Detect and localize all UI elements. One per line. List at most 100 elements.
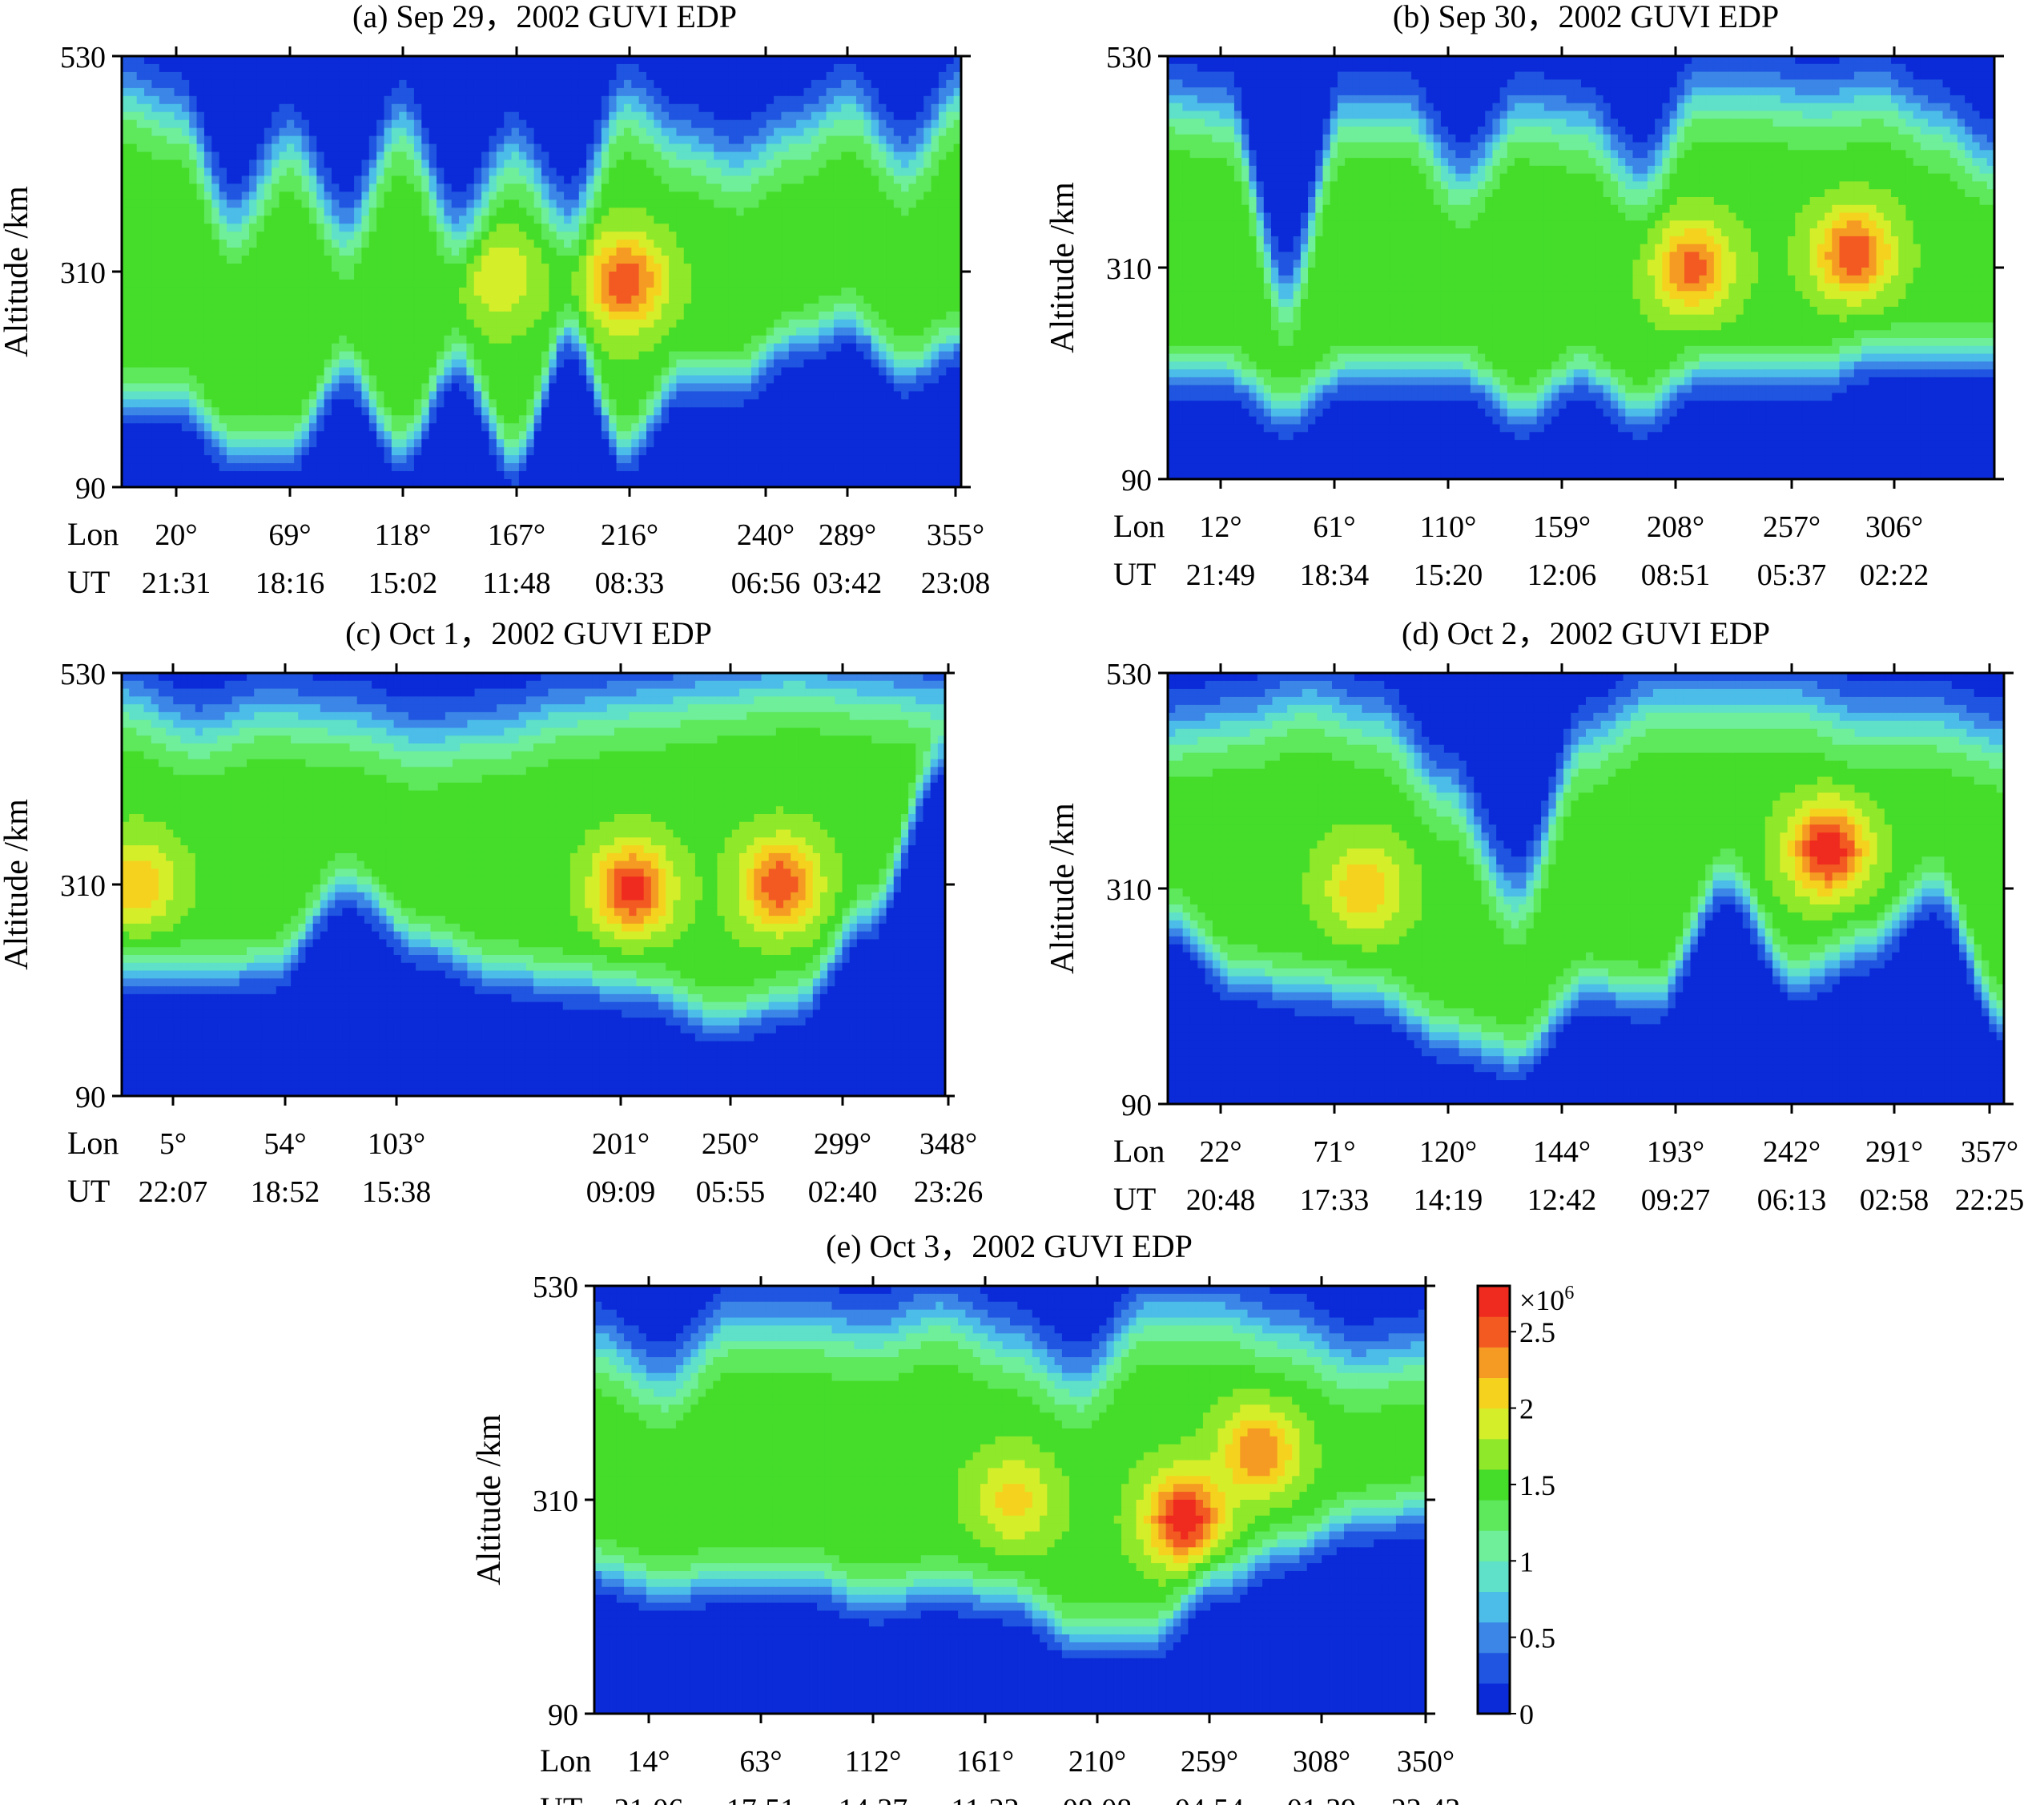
heatmap-cell: [256, 367, 265, 377]
heatmap-cell: [301, 240, 310, 248]
heatmap-cell: [856, 159, 864, 169]
heatmap-cell: [324, 79, 332, 89]
heatmap-cell: [743, 295, 752, 304]
heatmap-cell: [256, 207, 265, 216]
heatmap-cell: [496, 159, 505, 169]
heatmap-cell: [751, 367, 759, 377]
heatmap-cell: [144, 191, 153, 200]
heatmap-cell: [129, 199, 138, 208]
heatmap-cell: [826, 111, 835, 121]
heatmap-cell: [879, 151, 887, 161]
heatmap-cell: [203, 232, 212, 240]
heatmap-cell: [181, 248, 190, 256]
heatmap-cell: [631, 248, 640, 256]
heatmap-cell: [556, 367, 565, 377]
heatmap-cell: [638, 232, 647, 240]
heatmap-cell: [811, 167, 819, 177]
heatmap-cell: [406, 87, 415, 97]
heatmap-cell: [819, 311, 827, 320]
heatmap-cell: [489, 199, 497, 208]
heatmap-cell: [264, 311, 272, 320]
heatmap-cell: [609, 191, 618, 200]
heatmap-cell: [136, 256, 145, 264]
heatmap-cell: [301, 287, 310, 296]
heatmap-cell: [661, 71, 670, 81]
heatmap-cell: [946, 383, 955, 393]
heatmap-cell: [863, 303, 872, 312]
heatmap-cell: [549, 367, 557, 377]
heatmap-cell: [593, 287, 602, 296]
heatmap-cell: [346, 79, 355, 89]
heatmap-cell: [631, 383, 640, 393]
heatmap-cell: [249, 111, 258, 121]
heatmap-cell: [661, 391, 670, 400]
heatmap-cell: [504, 319, 513, 328]
heatmap-cell: [459, 303, 468, 312]
heatmap-cell: [623, 407, 632, 416]
heatmap-cell: [249, 272, 258, 280]
heatmap-cell: [886, 287, 895, 296]
heatmap-cell: [654, 135, 662, 145]
heatmap-cell: [256, 399, 265, 408]
heatmap-cell: [219, 95, 227, 105]
heatmap-cell: [796, 135, 805, 145]
heatmap-cell: [601, 367, 610, 377]
heatmap-cell: [721, 359, 730, 369]
heatmap-cell: [863, 95, 872, 105]
heatmap-cell: [129, 279, 138, 288]
heatmap-cell: [466, 56, 475, 65]
heatmap-cell: [758, 143, 767, 153]
heatmap-cell: [279, 87, 288, 97]
heatmap-cell: [564, 407, 573, 416]
heatmap-cell: [437, 272, 445, 280]
heatmap-cell: [421, 256, 430, 264]
heatmap-cell: [819, 232, 827, 240]
heatmap-cell: [437, 343, 445, 353]
heatmap-cell: [459, 311, 468, 320]
heatmap-cell: [623, 327, 632, 336]
heatmap-cell: [683, 399, 692, 408]
heatmap-cell: [346, 71, 355, 81]
heatmap-cell: [473, 295, 482, 304]
heatmap-cell: [811, 359, 819, 369]
heatmap-cell: [249, 264, 258, 272]
heatmap-cell: [623, 87, 632, 97]
heatmap-cell: [316, 399, 325, 408]
heatmap-cell: [654, 303, 662, 312]
heatmap-cell: [227, 63, 235, 73]
heatmap-cell: [661, 207, 670, 216]
heatmap-cell: [549, 207, 557, 216]
heatmap-cell: [714, 224, 722, 232]
heatmap-cell: [511, 287, 520, 296]
heatmap-cell: [586, 207, 595, 216]
heatmap-cell: [151, 383, 160, 393]
heatmap-cell: [654, 295, 662, 304]
heatmap-cell: [578, 351, 587, 361]
heatmap-cell: [841, 359, 850, 369]
heatmap-cell: [437, 351, 445, 361]
heatmap-cell: [136, 63, 145, 73]
heatmap-cell: [879, 391, 887, 400]
heatmap-cell: [691, 224, 700, 232]
heatmap-cell: [301, 295, 310, 304]
heatmap-cell: [496, 191, 505, 200]
heatmap-cell: [676, 343, 685, 353]
heatmap-cell: [819, 248, 827, 256]
heatmap-cell: [796, 56, 805, 65]
heatmap-cell: [654, 264, 662, 272]
heatmap-cell: [406, 127, 415, 137]
heatmap-cell: [129, 119, 138, 129]
heatmap-cell: [511, 311, 520, 320]
heatmap-cell: [376, 183, 385, 192]
heatmap-cell: [167, 335, 175, 344]
heatmap-cell: [406, 240, 415, 248]
heatmap-cell: [429, 327, 437, 336]
heatmap-cell: [938, 56, 947, 65]
heatmap-cell: [879, 256, 887, 264]
heatmap-cell: [301, 135, 310, 145]
heatmap-cell: [564, 327, 573, 336]
heatmap-cell: [856, 175, 864, 184]
heatmap-cell: [219, 143, 227, 153]
heatmap-cell: [766, 367, 775, 377]
heatmap-cell: [676, 327, 685, 336]
